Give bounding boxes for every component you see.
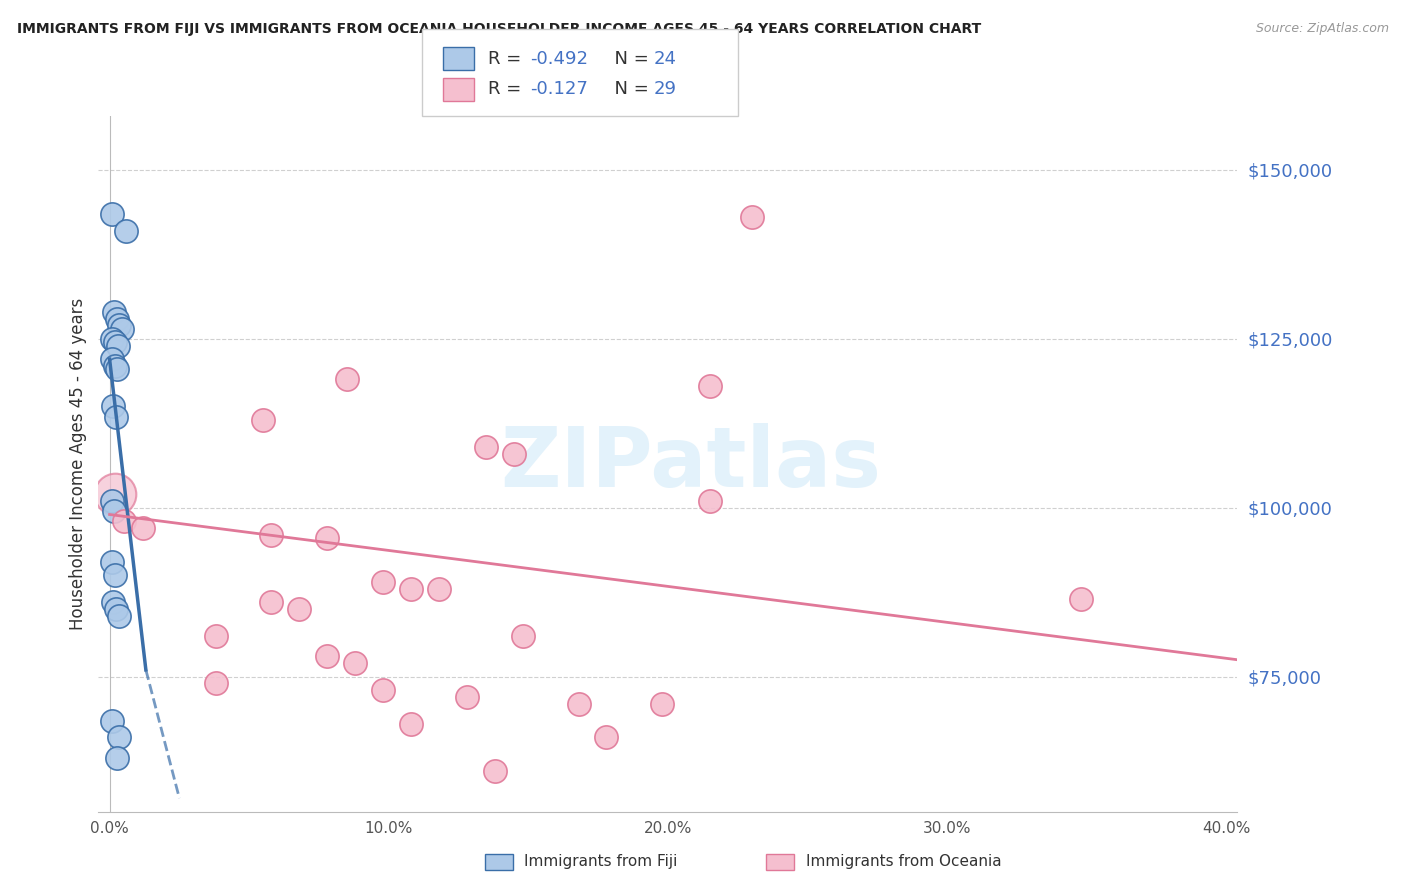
Point [103,504,125,518]
Point [105,750,128,764]
Point [741,211,763,225]
Text: Immigrants from Oceania: Immigrants from Oceania [806,855,1001,869]
Point [427,582,450,596]
Text: -0.492: -0.492 [530,50,588,68]
Point [112,514,135,528]
Point [316,531,339,545]
Point [101,555,124,569]
Point [344,656,367,670]
Point [101,332,124,346]
Point [108,731,131,745]
Point [484,764,506,779]
Point [252,413,274,427]
Point [101,400,124,414]
Point [111,322,134,336]
Point [101,595,124,609]
Text: -0.127: -0.127 [530,80,588,98]
Text: N =: N = [603,50,655,68]
Point [101,494,124,508]
Point [104,487,127,501]
Point [475,440,498,454]
Point [108,318,131,333]
Point [288,602,311,616]
Point [103,305,125,319]
Text: IMMIGRANTS FROM FIJI VS IMMIGRANTS FROM OCEANIA HOUSEHOLDER INCOME AGES 45 - 64 : IMMIGRANTS FROM FIJI VS IMMIGRANTS FROM … [17,22,981,37]
Text: 29: 29 [654,80,676,98]
Point [132,521,155,535]
Point [107,338,129,352]
Text: R =: R = [488,50,527,68]
Point [316,649,339,664]
Point [101,207,124,221]
Y-axis label: Householder Income Ages 45 - 64 years: Householder Income Ages 45 - 64 years [69,298,87,630]
Point [101,352,124,367]
Text: 24: 24 [654,50,676,68]
Point [104,409,127,424]
Text: Source: ZipAtlas.com: Source: ZipAtlas.com [1256,22,1389,36]
Text: Immigrants from Fiji: Immigrants from Fiji [524,855,678,869]
Point [107,608,129,623]
Point [104,335,127,350]
Point [371,683,394,698]
Point [105,311,128,326]
Point [399,582,422,596]
Text: R =: R = [488,80,527,98]
Point [104,568,127,582]
Text: N =: N = [603,80,655,98]
Point [260,528,283,542]
Point [651,697,673,711]
Point [595,731,617,745]
Point [567,697,589,711]
Point [1070,591,1092,606]
Point [336,372,359,386]
Point [104,602,127,616]
Point [699,379,721,393]
Point [456,690,478,704]
Point [101,714,124,728]
Point [371,575,394,590]
Point [107,362,129,376]
Point [699,494,721,508]
Point [204,629,226,643]
Point [399,717,422,731]
Text: ZIPatlas: ZIPatlas [501,424,882,504]
Point [204,676,226,690]
Point [104,359,127,373]
Point [260,595,283,609]
Point [512,629,534,643]
Point [115,224,138,238]
Point [503,447,526,461]
